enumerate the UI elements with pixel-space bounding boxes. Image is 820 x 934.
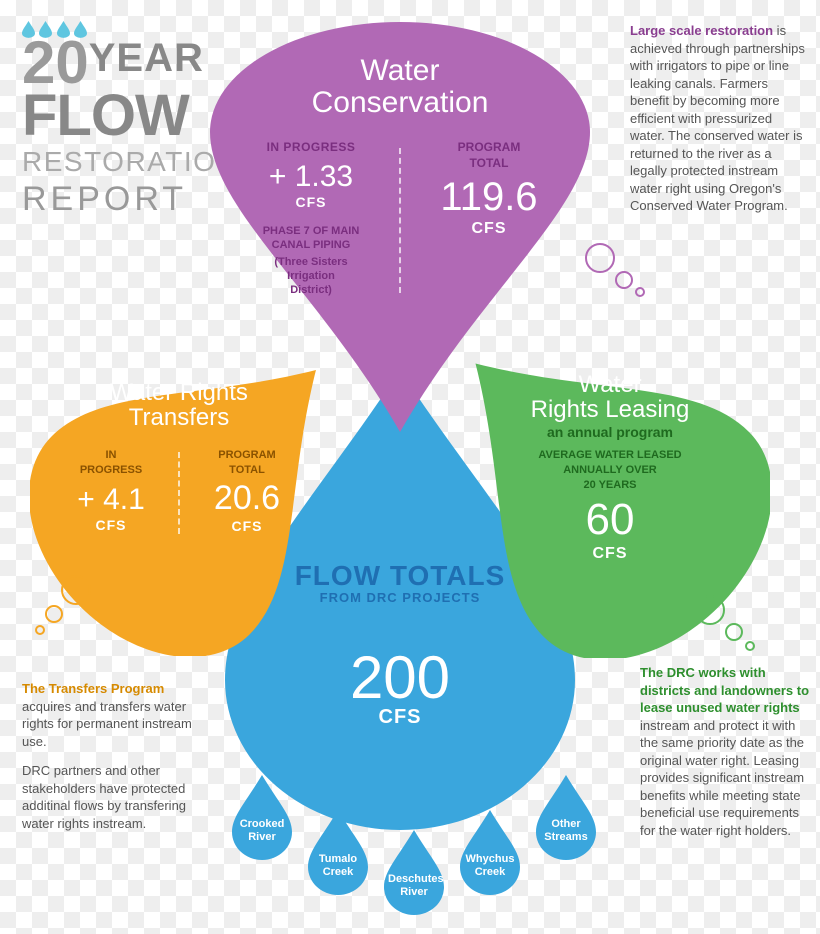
river-4: Other Streams (540, 818, 592, 843)
cons-inprog-value: + 1.33 (235, 160, 387, 194)
bubble-green-icon (690, 590, 770, 670)
river-drops: Crooked River Tumalo Creek Deschutes Riv… (228, 770, 598, 925)
leasing-content: Water Rights Leasing an annual program A… (490, 372, 730, 563)
tr-total-unit: CFS (190, 518, 304, 534)
side-tr-rest: is achieved through partnerships with ir… (630, 23, 805, 213)
totals-value: 200 (260, 643, 540, 712)
leasing-value: 60 (490, 495, 730, 545)
side-tr-lead: Large scale restoration (630, 23, 773, 38)
tr-inprog-unit: CFS (54, 517, 168, 533)
cons-phase: PHASE 7 OF MAIN CANAL PIPING (235, 224, 387, 253)
side-top-right: Large scale restoration is achieved thro… (630, 22, 808, 215)
totals-unit: CFS (260, 706, 540, 729)
cons-phase-sub: (Three Sisters Irrigation District) (235, 255, 387, 298)
side-br-lead: The DRC works with districts and landown… (640, 665, 809, 715)
leasing-title: Water Rights Leasing (490, 372, 730, 422)
conservation-content: Water Conservation IN PROGRESS + 1.33 CF… (235, 55, 565, 297)
cons-total-label: PROGRAM TOTAL (413, 140, 565, 171)
totals-content: FLOW TOTALS FROM DRC PROJECTS 200 CFS (260, 560, 540, 729)
totals-subtitle: FROM DRC PROJECTS (260, 590, 540, 605)
conservation-title: Water Conservation (235, 55, 565, 118)
title-year: YEAR (89, 36, 204, 80)
cons-total-unit: CFS (413, 220, 565, 238)
bubble-orange-icon (20, 570, 100, 660)
transfers-title: Water Rights Transfers (54, 380, 304, 430)
cons-total-value: 119.6 (413, 175, 565, 220)
tr-inprog-value: + 4.1 (54, 483, 168, 517)
river-0: Crooked River (236, 818, 288, 843)
tr-total-value: 20.6 (190, 479, 304, 518)
river-1: Tumalo Creek (312, 853, 364, 878)
cons-inprog-unit: CFS (235, 194, 387, 210)
transfers-content: Water Rights Transfers IN PROGRESS + 4.1… (54, 380, 304, 534)
leasing-subtitle: an annual program (490, 424, 730, 440)
tr-total-label: PROGRAM TOTAL (190, 448, 304, 477)
river-2: Deschutes River (388, 873, 440, 898)
side-bl-p2: DRC partners and other stakeholders have… (22, 762, 202, 832)
side-bottom-left: The Transfers Program acquires and trans… (22, 680, 202, 832)
river-3: Whychus Creek (464, 853, 516, 878)
bubble-purple-icon (580, 230, 660, 310)
side-br-rest: instream and protect it with the same pr… (640, 718, 804, 838)
side-bottom-right: The DRC works with districts and landown… (640, 664, 810, 839)
tr-inprog-label: IN PROGRESS (54, 448, 168, 477)
side-bl-lead: The Transfers Program (22, 681, 164, 696)
cons-inprog-label: IN PROGRESS (235, 140, 387, 154)
side-bl-rest: acquires and transfers water rights for … (22, 699, 192, 749)
leasing-avg-label: AVERAGE WATER LEASED ANNUALLY OVER 20 YE… (490, 448, 730, 493)
totals-title: FLOW TOTALS (260, 560, 540, 592)
